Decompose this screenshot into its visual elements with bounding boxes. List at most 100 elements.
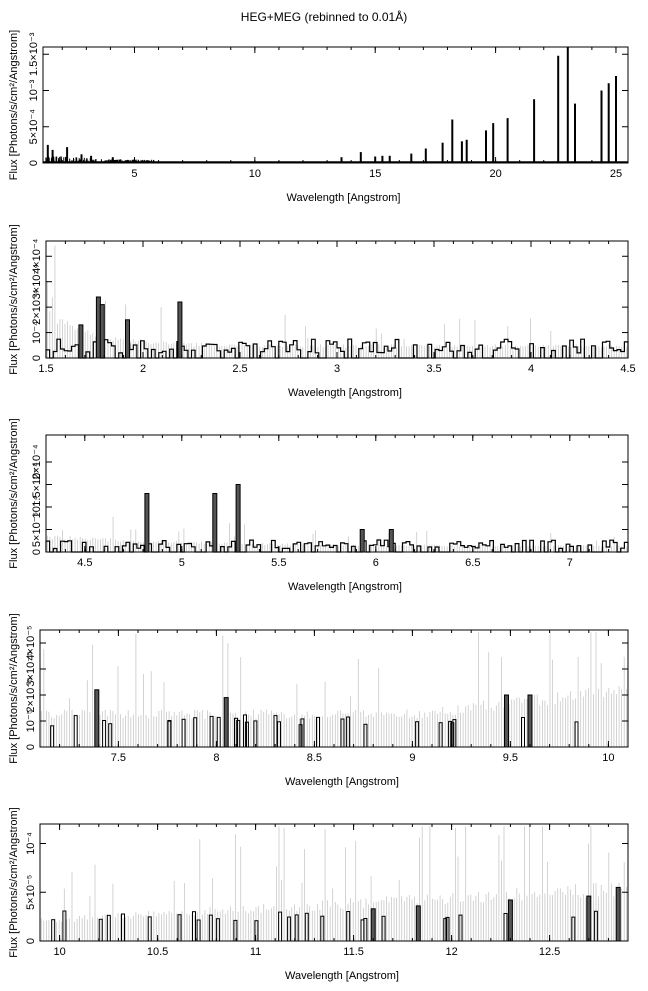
x-tick-label: 7 [567,557,573,569]
spectrum-bin [438,722,443,748]
emission-line [223,697,229,748]
x-tick-label: 4 [528,363,534,375]
y-tick-label: 10⁻⁵ [25,710,37,733]
y-tick-label: 10⁻⁴ [25,832,37,855]
spectrum-bin [147,916,152,942]
x-axis-label: Wavelength [Angstrom] [288,581,402,593]
spectrum-bin [503,913,508,942]
spectrum-bin [316,716,320,748]
x-tick-label: 7.5 [111,752,126,764]
spectrum-bin [363,723,368,748]
x-tick-label: 4.5 [620,363,635,375]
y-tick-label: 2×10⁻⁵ [25,677,37,712]
spectrum-panel-4 [40,632,628,748]
emission-line [212,493,218,553]
x-tick-label: 3 [334,363,340,375]
y-tick-label: 2×10⁻⁴ [31,289,43,325]
y-tick-label: 5×10⁻⁴ [28,109,40,145]
y-axis-label: Flux [Photons/s/cm²/Angstrom] [8,807,20,957]
spectrum-bin [51,919,56,942]
y-tick-label: 4×10⁻⁴ [31,238,43,274]
plot-frame [42,46,629,164]
x-tick-label: 20 [489,168,501,180]
x-tick-label: 25 [610,168,622,180]
x-axis-label: Wavelength [Angstrom] [287,192,401,204]
y-tick-label: 0 [31,355,43,361]
spectrum-bin [278,911,283,942]
x-tick-label: 12 [445,946,457,958]
y-tick-label: 4×10⁻⁵ [25,625,37,660]
spectrum-panel-5 [40,826,628,942]
x-tick-label: 5.5 [271,557,286,569]
x-axis-label: Wavelength [Angstrom] [285,970,399,982]
x-tick-label: 5 [179,557,185,569]
x-tick-label: 15 [369,168,381,180]
spectrum-bin [574,721,579,748]
x-tick-label: 12.5 [539,946,560,958]
emission-line [388,529,394,553]
x-tick-label: 5 [131,168,137,180]
y-tick-label: 5×10⁻⁵ [31,512,43,547]
spectrum-bin [209,715,214,748]
y-tick-label: 0 [31,549,43,555]
x-tick-label: 11 [250,946,261,958]
spectrum-bin [216,716,221,748]
y-tick-label: 1.5×10⁻³ [28,32,40,76]
emission-line [586,895,592,942]
spectrum-bin [521,717,525,748]
x-tick-label: 2.5 [232,363,247,375]
x-tick-label: 8 [213,752,219,764]
spectrum-bin [253,720,258,748]
spectrum-histogram [45,539,629,553]
panel-2: 1.5 2 2.5 3 3.5 4 4.5 0 10⁻⁴2×10⁻⁴3×10⁻⁴4×10⁻⁴ Wa… [8,224,636,399]
x-tick-label: 10 [249,168,261,180]
spectrum-bin [208,914,213,942]
spectrum-panel-3 [45,484,629,553]
spectrum-bin [106,914,111,942]
y-tick-label: 0 [25,744,37,750]
spectrum-bin [102,720,107,748]
y-tick-label: 2×10⁻⁴ [31,444,43,480]
spectrum-panel-2 [45,245,629,359]
y-tick-label: 3×10⁻⁴ [31,264,43,300]
emission-line [125,319,130,359]
emission-line [527,694,533,748]
y-axis-label: Flux [Photons/s/cm²/Angstrom] [8,613,20,763]
panel-4: 7.5 8 8.5 9 9.5 10 0 10⁻⁵2×10⁻⁵3×10⁻⁵4×10⁻⁵ Wave… [8,613,629,788]
spectrum-bin [363,918,368,942]
emission-line [177,301,183,359]
emission-line [144,493,150,553]
y-tick-label: 10⁻⁴ [31,495,43,518]
x-tick-label: 4.5 [77,557,92,569]
x-tick-label: 6 [373,557,379,569]
panel-5: 10 10.5 11 11.5 12 12.5 0 5×10⁻⁵ 10⁻⁴ Wavelength … [8,807,629,982]
emission-line [370,908,376,942]
y-axis-label: Flux [Photons/s/cm²/Angstrom] [8,224,20,374]
y-tick-label: 10⁻⁴ [31,321,43,344]
spectrum-bin [193,717,198,748]
spectrum-bin [50,725,55,748]
spectrum-bin [98,918,103,942]
emission-line [615,886,621,942]
plot-frame [45,434,629,553]
emission-line [359,529,365,553]
x-tick-label: 10 [53,946,65,958]
x-tick-label: 9.5 [503,752,518,764]
spectrum-bin [304,912,309,942]
y-tick-label: 5×10⁻⁵ [25,875,37,910]
spectrum-bin [273,715,278,748]
emission-line [99,304,105,359]
spectrum-bin [452,719,457,748]
x-tick-label: 11.5 [343,946,364,958]
y-tick-label: 10⁻³ [28,79,40,101]
spectrum-bin [73,715,78,748]
y-axis-label: Flux [Photons/s/cm²/Angstrom] [8,30,20,180]
x-tick-label: 1.5 [38,363,53,375]
chart-title: HEG+MEG (rebinned to 0.01Å) [240,10,408,24]
y-tick-label: 3×10⁻⁵ [25,651,37,686]
x-axis-label: Wavelength [Angstrom] [285,776,399,788]
spectrum-bin [181,718,186,748]
emission-line [94,689,100,748]
